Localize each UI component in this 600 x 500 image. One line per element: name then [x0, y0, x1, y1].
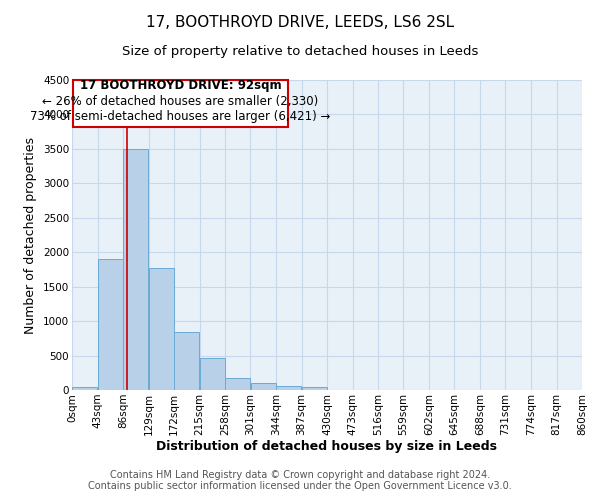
Bar — [225, 378, 250, 390]
Bar — [149, 268, 174, 390]
Y-axis label: Number of detached properties: Number of detached properties — [25, 136, 37, 334]
Bar — [174, 332, 199, 390]
Bar — [200, 358, 225, 390]
Bar — [123, 149, 148, 390]
Text: 17 BOOTHROYD DRIVE: 92sqm: 17 BOOTHROYD DRIVE: 92sqm — [80, 79, 281, 92]
Bar — [98, 259, 123, 390]
Bar — [276, 386, 301, 390]
Text: Size of property relative to detached houses in Leeds: Size of property relative to detached ho… — [122, 45, 478, 58]
X-axis label: Distribution of detached houses by size in Leeds: Distribution of detached houses by size … — [157, 440, 497, 454]
Bar — [302, 386, 327, 390]
Text: Contains public sector information licensed under the Open Government Licence v3: Contains public sector information licen… — [88, 481, 512, 491]
Text: ← 26% of detached houses are smaller (2,330): ← 26% of detached houses are smaller (2,… — [43, 95, 319, 108]
Text: Contains HM Land Registry data © Crown copyright and database right 2024.: Contains HM Land Registry data © Crown c… — [110, 470, 490, 480]
FancyBboxPatch shape — [73, 80, 289, 127]
Text: 73% of semi-detached houses are larger (6,421) →: 73% of semi-detached houses are larger (… — [31, 110, 331, 123]
Bar — [251, 383, 276, 390]
Bar — [72, 386, 97, 390]
Text: 17, BOOTHROYD DRIVE, LEEDS, LS6 2SL: 17, BOOTHROYD DRIVE, LEEDS, LS6 2SL — [146, 15, 454, 30]
